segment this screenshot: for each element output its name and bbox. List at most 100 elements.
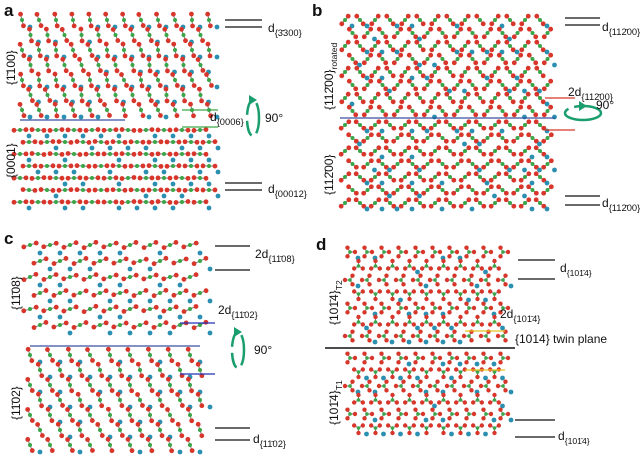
atom bbox=[38, 291, 42, 295]
atom bbox=[161, 193, 167, 199]
atom bbox=[473, 86, 479, 92]
atom bbox=[466, 119, 472, 125]
atom bbox=[488, 184, 494, 190]
atom bbox=[342, 277, 348, 283]
atom bbox=[364, 180, 370, 186]
atom bbox=[352, 355, 358, 361]
atom bbox=[11, 151, 17, 157]
atom bbox=[214, 54, 220, 60]
atom bbox=[186, 376, 191, 382]
atom bbox=[492, 374, 497, 380]
atom bbox=[198, 128, 202, 132]
atom bbox=[415, 431, 420, 437]
atom bbox=[162, 200, 166, 204]
atom bbox=[511, 151, 517, 157]
atom bbox=[484, 384, 488, 388]
atom bbox=[410, 162, 415, 166]
atom bbox=[85, 101, 91, 107]
rotation-arrow bbox=[245, 98, 261, 138]
atom bbox=[399, 334, 403, 338]
atom bbox=[458, 132, 464, 138]
atom bbox=[37, 48, 41, 52]
atom bbox=[206, 133, 212, 139]
atom bbox=[128, 56, 134, 62]
atom bbox=[350, 83, 355, 87]
atom bbox=[372, 339, 378, 345]
atom bbox=[458, 125, 464, 131]
atom bbox=[444, 333, 450, 339]
atom bbox=[146, 163, 152, 169]
atom bbox=[385, 400, 391, 405]
atom bbox=[73, 272, 79, 278]
atom bbox=[464, 245, 469, 250]
atom bbox=[155, 151, 161, 157]
atom bbox=[394, 266, 400, 271]
atom bbox=[533, 145, 539, 151]
atom bbox=[384, 379, 389, 384]
atom bbox=[522, 114, 527, 120]
atom bbox=[128, 243, 132, 247]
atom bbox=[367, 282, 372, 287]
atom bbox=[169, 448, 175, 454]
atom bbox=[126, 200, 130, 204]
atom bbox=[454, 305, 460, 311]
atom bbox=[534, 39, 540, 45]
atom bbox=[388, 44, 392, 48]
atom bbox=[191, 128, 197, 133]
atom bbox=[197, 250, 203, 256]
atom bbox=[390, 258, 395, 264]
atom bbox=[89, 113, 95, 119]
atom bbox=[105, 48, 109, 52]
atom bbox=[45, 33, 50, 37]
atom bbox=[360, 400, 366, 405]
atom bbox=[440, 57, 445, 61]
atom bbox=[191, 261, 197, 267]
atom bbox=[45, 188, 49, 192]
atom bbox=[377, 289, 383, 294]
atom bbox=[364, 375, 369, 381]
atom bbox=[458, 104, 464, 110]
atom bbox=[131, 38, 137, 44]
atom bbox=[361, 190, 367, 196]
atom bbox=[149, 127, 155, 132]
atom bbox=[418, 44, 422, 48]
atom bbox=[406, 171, 412, 177]
atom bbox=[433, 123, 437, 127]
atom bbox=[118, 323, 122, 327]
atom bbox=[417, 62, 422, 68]
atom bbox=[183, 38, 188, 44]
atom bbox=[128, 275, 132, 279]
atom bbox=[167, 200, 173, 205]
label-main: d bbox=[558, 429, 565, 443]
atom bbox=[338, 203, 344, 209]
atom bbox=[479, 266, 485, 271]
atom bbox=[183, 288, 189, 294]
atom bbox=[18, 128, 22, 132]
atom bbox=[111, 260, 117, 266]
atom bbox=[68, 275, 72, 279]
atom bbox=[407, 398, 412, 402]
atom bbox=[410, 333, 416, 339]
atom bbox=[198, 152, 202, 156]
atom bbox=[361, 34, 367, 40]
atom bbox=[544, 154, 550, 160]
atom bbox=[69, 358, 75, 364]
atom bbox=[195, 57, 201, 62]
atom bbox=[167, 127, 173, 133]
atom bbox=[396, 351, 401, 356]
atom bbox=[508, 123, 512, 127]
atom bbox=[375, 39, 381, 45]
atom bbox=[373, 258, 378, 264]
atom bbox=[508, 201, 512, 205]
atom bbox=[413, 34, 419, 40]
atom bbox=[176, 187, 182, 193]
atom bbox=[458, 258, 463, 264]
atom bbox=[401, 273, 406, 278]
atom bbox=[486, 282, 491, 287]
atom bbox=[388, 201, 392, 205]
atom bbox=[345, 360, 350, 365]
atom bbox=[406, 145, 412, 151]
atom bbox=[185, 436, 191, 442]
atom bbox=[488, 104, 494, 110]
atom bbox=[540, 47, 546, 53]
